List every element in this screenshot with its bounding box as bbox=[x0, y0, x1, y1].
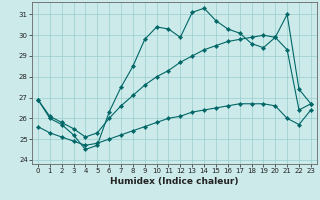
X-axis label: Humidex (Indice chaleur): Humidex (Indice chaleur) bbox=[110, 177, 239, 186]
